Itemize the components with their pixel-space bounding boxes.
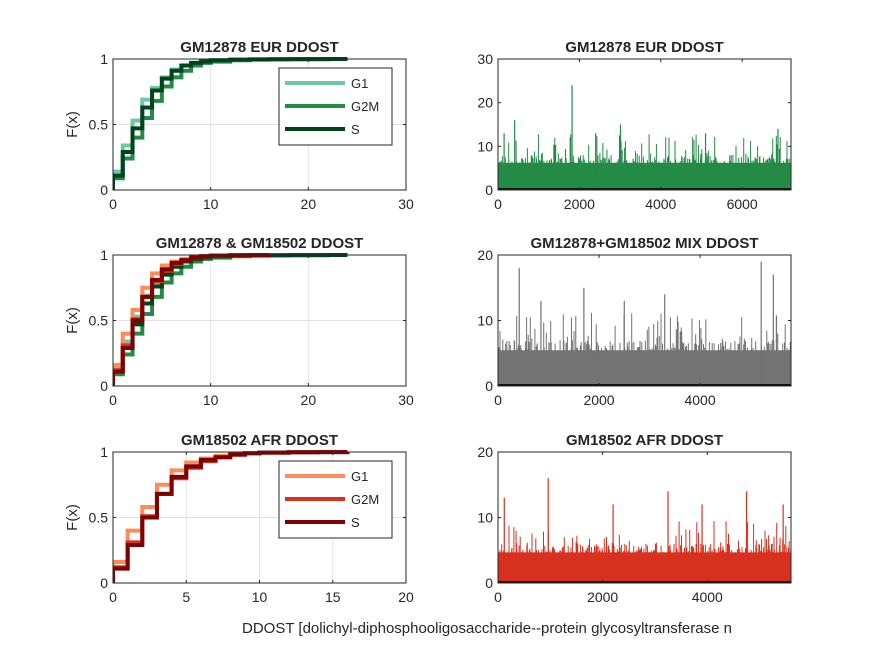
y-tick-label: 0 bbox=[485, 575, 493, 591]
axes-box bbox=[497, 58, 792, 191]
x-tick-label: 0 bbox=[494, 392, 502, 408]
x-tick-label: 0 bbox=[109, 196, 117, 212]
y-tick-label: 0 bbox=[100, 182, 108, 198]
x-tick-label: 10 bbox=[203, 392, 219, 408]
x-tick-label: 4000 bbox=[692, 589, 723, 605]
y-tick-label: 10 bbox=[477, 510, 493, 526]
y-tick-label: 20 bbox=[477, 444, 493, 460]
subplot-title: GM12878+GM18502 MIX DDOST bbox=[530, 235, 758, 252]
y-tick-label: 1 bbox=[100, 247, 108, 263]
x-tick-label: 0 bbox=[109, 589, 117, 605]
subplot-2: 0 2000 4000 6000 0 10 20 30 GM12878 EUR DDOST bbox=[477, 39, 792, 212]
legend-label: G1 bbox=[351, 469, 368, 484]
y-tick-label: 0.5 bbox=[89, 117, 109, 133]
subplot-1: 0 10 20 30 0 0.5 1 GM12878 EUR DDOST F(x) G1 G2M S bbox=[64, 39, 414, 212]
x-tick-label: 0 bbox=[494, 589, 502, 605]
x-tick-label: 2000 bbox=[583, 392, 614, 408]
x-tick-label: 0 bbox=[494, 196, 502, 212]
y-tick-label: 0.5 bbox=[89, 510, 109, 526]
subplot-title: GM18502 AFR DDOST bbox=[181, 432, 338, 449]
y-tick-label: 1 bbox=[100, 444, 108, 460]
subplot-6: 0 2000 4000 0 10 20 GM18502 AFR DDOST bbox=[477, 432, 792, 605]
y-axis-label: F(x) bbox=[64, 111, 81, 138]
y-tick-label: 0.5 bbox=[89, 313, 109, 329]
x-tick-label: 2000 bbox=[564, 196, 595, 212]
x-tick-label: 20 bbox=[301, 196, 317, 212]
subplot-5: 0 5 10 15 20 0 0.5 1 GM18502 AFR DDOST F(x) G1 G2M S bbox=[64, 432, 414, 605]
y-tick-label: 20 bbox=[477, 247, 493, 263]
x-tick-label: 15 bbox=[325, 589, 341, 605]
subplot-title: GM12878 EUR DDOST bbox=[180, 39, 338, 56]
legend: G1 G2M S bbox=[278, 460, 393, 539]
x-tick-label: 30 bbox=[398, 196, 414, 212]
x-tick-label: 6000 bbox=[727, 196, 758, 212]
y-tick-label: 20 bbox=[477, 95, 493, 111]
figure-xlabel: DDOST [dolichyl-diphosphooligosaccharide… bbox=[242, 620, 732, 637]
bar-series bbox=[498, 478, 792, 583]
x-tick-label: 4000 bbox=[684, 392, 715, 408]
x-tick-label: 30 bbox=[398, 392, 414, 408]
subplot-title: GM18502 AFR DDOST bbox=[566, 432, 723, 449]
y-tick-label: 10 bbox=[477, 138, 493, 154]
y-axis-label: F(x) bbox=[64, 307, 81, 334]
y-tick-label: 0 bbox=[100, 378, 108, 394]
legend-label: G2M bbox=[351, 492, 379, 507]
x-tick-label: 20 bbox=[398, 589, 414, 605]
y-tick-label: 1 bbox=[100, 51, 108, 67]
legend-label: G2M bbox=[351, 99, 379, 114]
y-tick-label: 0 bbox=[485, 182, 493, 198]
y-tick-label: 0 bbox=[485, 378, 493, 394]
y-tick-label: 10 bbox=[477, 313, 493, 329]
y-tick-label: 0 bbox=[100, 575, 108, 591]
x-tick-label: 10 bbox=[203, 196, 219, 212]
x-tick-label: 20 bbox=[301, 392, 317, 408]
x-tick-label: 4000 bbox=[645, 196, 676, 212]
x-tick-label: 2000 bbox=[587, 589, 618, 605]
subplot-3: 0 10 20 30 0 0.5 1 GM12878 & GM18502 DDOST F(x) bbox=[64, 235, 414, 408]
y-axis-label: F(x) bbox=[64, 504, 81, 531]
y-tick-label: 30 bbox=[477, 51, 493, 67]
subplot-4: 0 2000 4000 0 10 20 GM12878+GM18502 MIX DDOST bbox=[477, 235, 792, 408]
x-tick-label: 0 bbox=[109, 392, 117, 408]
legend-label: S bbox=[351, 122, 360, 137]
x-tick-label: 5 bbox=[182, 589, 190, 605]
legend: G1 G2M S bbox=[278, 67, 393, 146]
legend-label: S bbox=[351, 515, 360, 530]
x-tick-label: 10 bbox=[252, 589, 268, 605]
bar-lines bbox=[498, 521, 792, 583]
subplot-title: GM12878 & GM18502 DDOST bbox=[156, 235, 364, 252]
legend-label: G1 bbox=[351, 76, 368, 91]
subplot-title: GM12878 EUR DDOST bbox=[565, 39, 723, 56]
